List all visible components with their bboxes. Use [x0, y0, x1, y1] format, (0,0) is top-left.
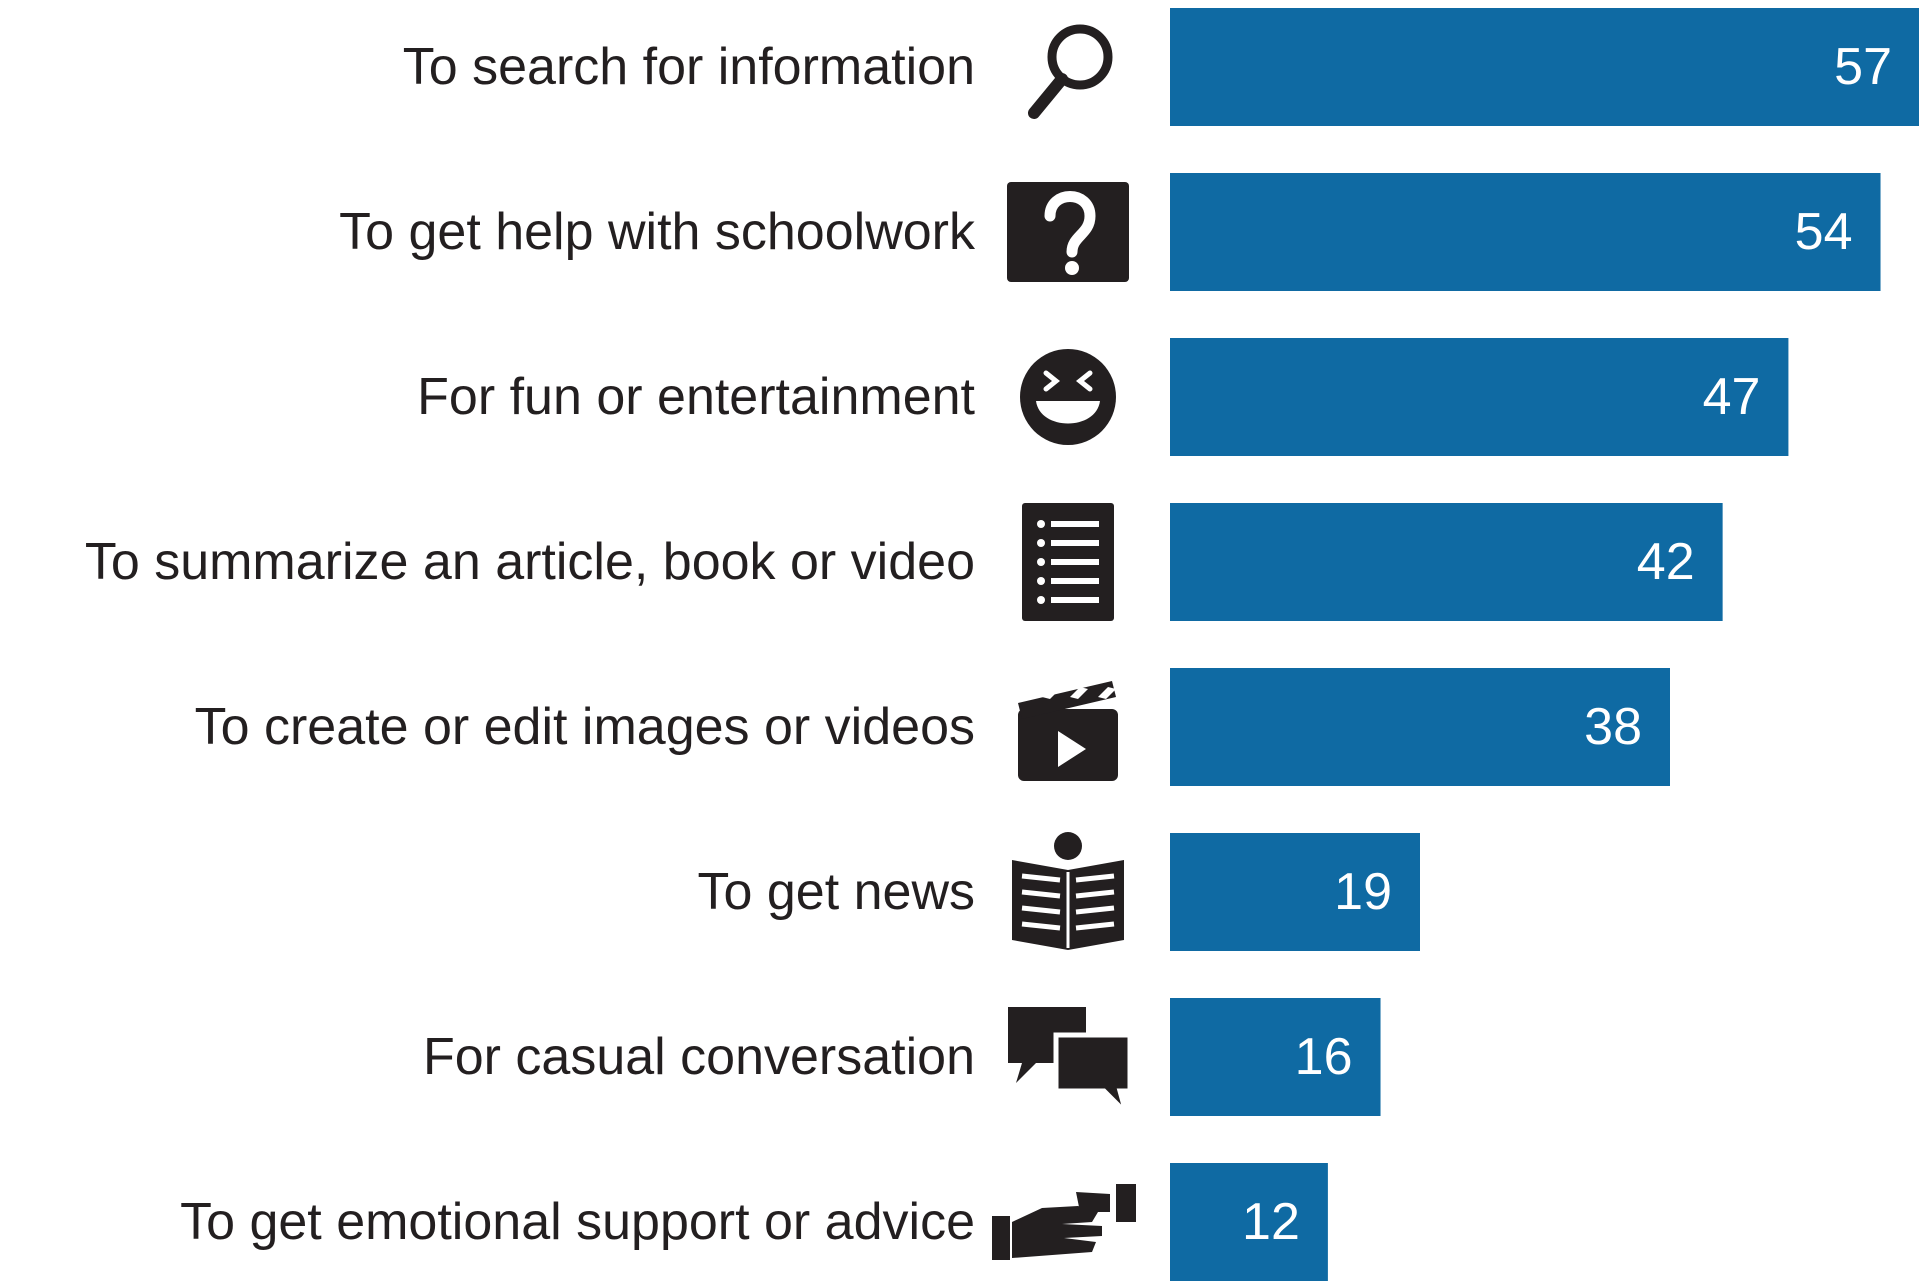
category-label: To search for information — [403, 38, 975, 96]
category-label: To get emotional support or advice — [180, 1193, 975, 1251]
bar — [1170, 833, 1420, 951]
list-icon — [1022, 503, 1114, 621]
value-label: 19 — [1334, 863, 1392, 921]
category-label: To summarize an article, book or video — [85, 533, 975, 591]
bar — [1170, 503, 1723, 621]
category-label: To create or edit images or videos — [195, 698, 975, 756]
category-label: To get news — [698, 863, 976, 921]
laughing-face-icon — [1020, 349, 1116, 445]
newspaper-reader-icon — [1012, 832, 1124, 950]
value-label: 42 — [1637, 533, 1695, 591]
bar — [1170, 173, 1881, 291]
bars — [1170, 8, 1919, 1281]
helping-hand-icon — [992, 1184, 1136, 1260]
value-label: 12 — [1242, 1193, 1300, 1251]
category-labels: To search for information To get help wit… — [85, 38, 976, 1251]
value-label: 47 — [1703, 368, 1761, 426]
category-icons — [992, 24, 1136, 1260]
category-label: To get help with schoolwork — [339, 203, 976, 261]
bar — [1170, 338, 1789, 456]
bar — [1170, 1163, 1328, 1281]
category-label: For fun or entertainment — [417, 368, 975, 426]
speech-bubbles-icon — [1008, 1007, 1133, 1122]
value-label: 38 — [1584, 698, 1642, 756]
bar — [1170, 8, 1919, 126]
clapperboard-icon — [1018, 681, 1118, 781]
question-mark-icon — [1007, 182, 1129, 282]
value-label: 57 — [1834, 38, 1892, 96]
magnifier-icon — [1028, 24, 1113, 119]
value-label: 16 — [1295, 1028, 1353, 1086]
bar — [1170, 668, 1670, 786]
bar — [1170, 998, 1381, 1116]
category-label: For casual conversation — [423, 1028, 975, 1086]
value-labels: 57 54 47 42 38 19 16 12 — [1242, 38, 1892, 1251]
value-label: 54 — [1795, 203, 1853, 261]
